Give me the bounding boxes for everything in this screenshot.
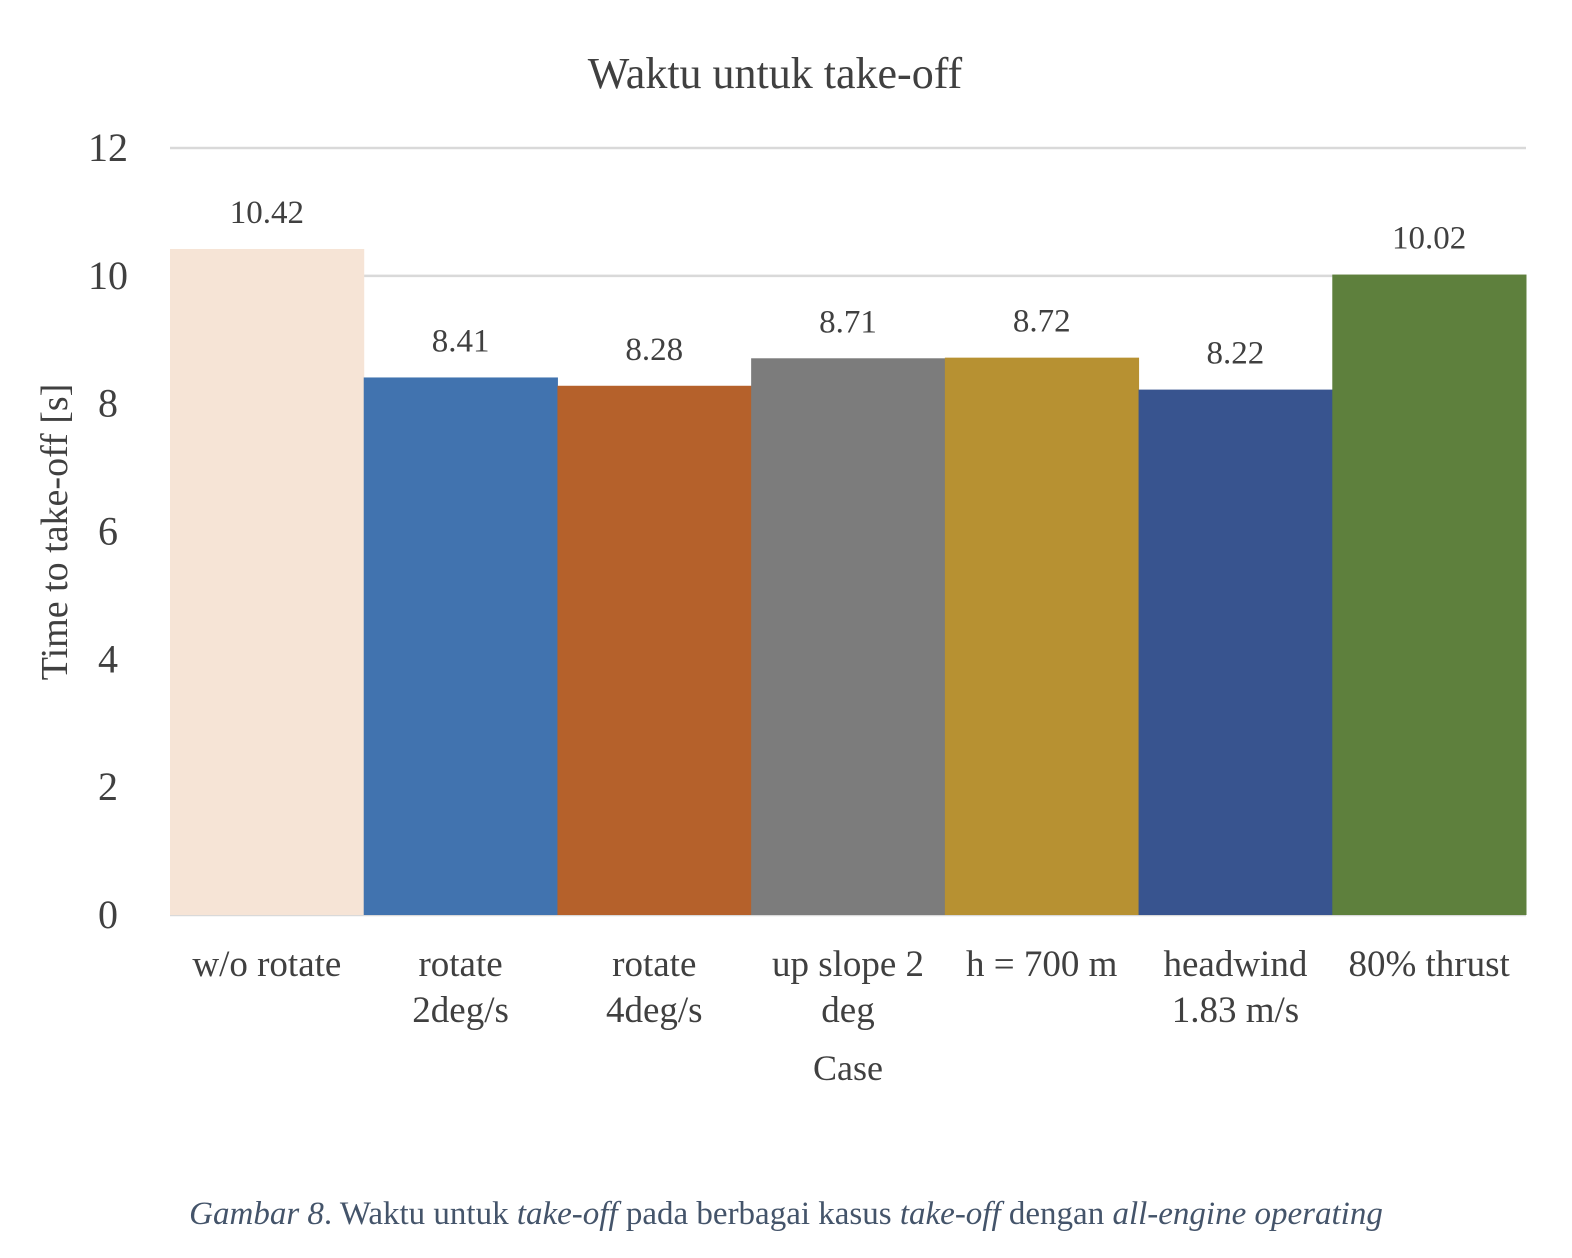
data-label: 8.72 xyxy=(1013,304,1071,340)
bar xyxy=(557,385,752,915)
x-tick-label: rotate xyxy=(418,944,502,985)
data-label: 10.42 xyxy=(230,195,304,231)
x-tick-label: 4deg/s xyxy=(606,990,703,1031)
x-tick-label: 80% thrust xyxy=(1348,944,1510,985)
y-tick-label: 12 xyxy=(88,125,128,170)
y-tick-label: 2 xyxy=(98,764,118,809)
bar xyxy=(944,357,1140,915)
y-tick-label: 6 xyxy=(98,509,118,554)
caption-figure-label: Gambar 8 xyxy=(189,1196,324,1232)
caption-text-6: all-engine operating xyxy=(1112,1196,1383,1232)
bar-chart: Waktu untuk take-off 0 2 4 6 8 10 12 10.42 8.41… xyxy=(34,49,1527,1088)
x-tick-label: 2deg/s xyxy=(412,990,509,1031)
x-tick-label: headwind xyxy=(1163,944,1307,985)
data-label: 8.28 xyxy=(625,332,683,368)
bar xyxy=(363,377,558,916)
y-tick-label: 4 xyxy=(98,636,118,681)
data-labels: 10.42 8.41 8.28 8.71 8.72 8.22 10.02 xyxy=(230,195,1467,372)
x-tick-label: h = 700 m xyxy=(966,944,1118,985)
bar xyxy=(1332,274,1527,915)
x-tick-label: deg xyxy=(821,990,874,1031)
caption-text-3: pada berbagai kasus xyxy=(617,1196,900,1232)
y-tick-label: 10 xyxy=(88,253,128,298)
caption-text-1: Waktu untuk xyxy=(339,1196,517,1232)
caption-text-5: dengan xyxy=(1000,1196,1113,1232)
figure-caption: Gambar 8. Waktu untuk take-off pada berb… xyxy=(0,1196,1572,1233)
y-axis-ticks: 0 2 4 6 8 10 12 xyxy=(88,125,128,937)
y-tick-label: 8 xyxy=(98,381,118,426)
y-tick-label: 0 xyxy=(98,892,118,937)
caption-text-4: take-off xyxy=(899,1196,1001,1232)
data-label: 10.02 xyxy=(1392,221,1466,257)
x-axis-title: Case xyxy=(813,1048,883,1088)
x-tick-label: w/o rotate xyxy=(192,944,341,985)
data-label: 8.41 xyxy=(432,323,490,359)
bar xyxy=(751,358,946,915)
bar xyxy=(170,248,365,915)
data-label: 8.22 xyxy=(1207,336,1265,372)
data-label: 8.71 xyxy=(819,304,877,340)
x-tick-label: 1.83 m/s xyxy=(1172,990,1299,1031)
y-axis-title: Time to take-off [s] xyxy=(34,384,76,681)
caption-separator: . xyxy=(323,1196,340,1232)
caption-text-2: take-off xyxy=(516,1196,618,1232)
bars xyxy=(170,248,1527,916)
chart-title: Waktu untuk take-off xyxy=(588,49,963,98)
x-tick-label: rotate xyxy=(612,944,696,985)
x-tick-label: up slope 2 xyxy=(772,944,924,985)
x-axis-ticks: w/o rotate rotate 2deg/s rotate 4deg/s up slo… xyxy=(192,944,1510,1031)
bar xyxy=(1138,389,1333,916)
